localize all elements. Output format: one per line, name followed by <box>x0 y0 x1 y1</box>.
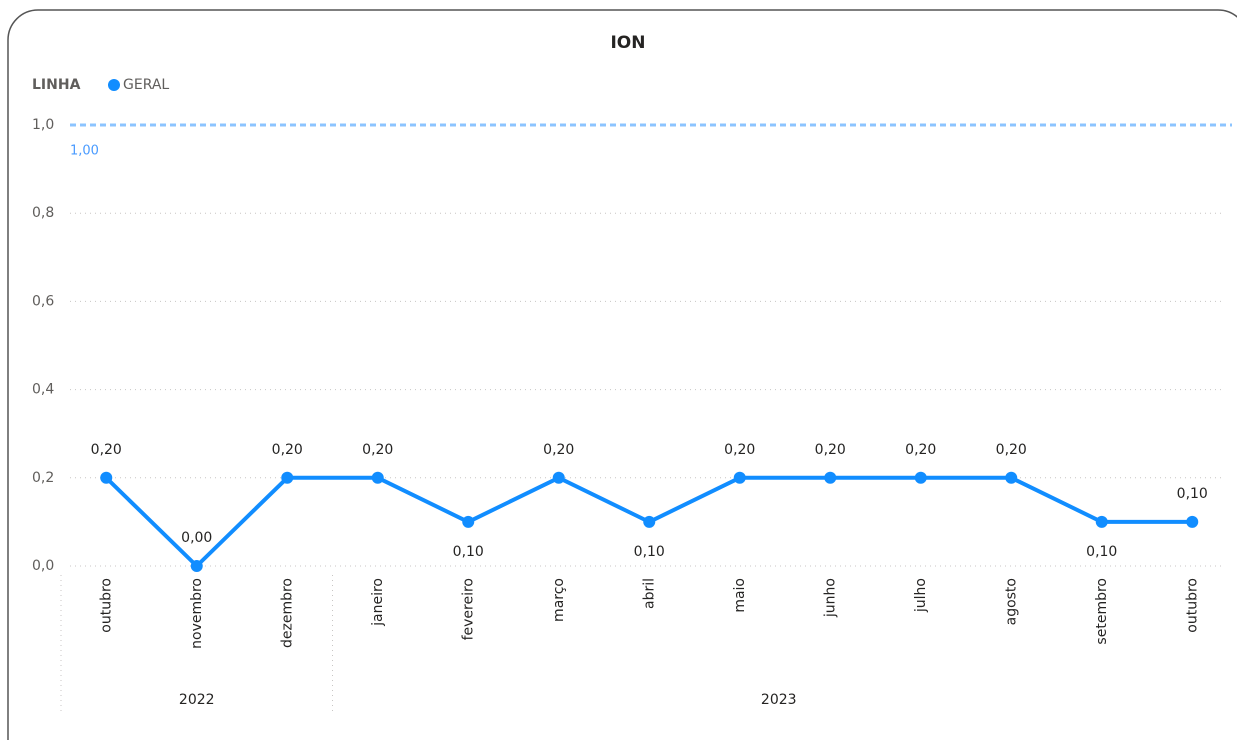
data-label: 0,20 <box>724 442 755 458</box>
data-point <box>462 515 475 528</box>
y-tick-label: 0,2 <box>32 470 54 486</box>
data-label: 0,10 <box>1177 486 1208 502</box>
x-tick-label: novembro <box>189 578 205 649</box>
data-label: 0,20 <box>815 442 846 458</box>
x-tick-label: abril <box>641 578 657 609</box>
x-tick-label: julho <box>913 578 929 613</box>
x-tick-label: maio <box>732 578 748 613</box>
data-point <box>824 471 837 484</box>
data-label: 0,20 <box>996 442 1027 458</box>
data-point <box>733 471 746 484</box>
data-label: 0,20 <box>905 442 936 458</box>
x-tick-label: junho <box>822 578 838 618</box>
data-point <box>552 471 565 484</box>
data-label: 0,20 <box>362 442 393 458</box>
x-tick-label: janeiro <box>370 578 386 627</box>
y-tick-label: 0,4 <box>32 382 54 398</box>
year-label: 2022 <box>179 692 215 708</box>
frame <box>7 9 1237 744</box>
x-tick-label: março <box>551 578 567 622</box>
data-label: 0,10 <box>1086 544 1117 560</box>
data-label: 0,10 <box>634 544 665 560</box>
data-point <box>190 560 203 572</box>
data-label: 0,20 <box>543 442 574 458</box>
data-point <box>643 515 656 528</box>
data-label: 0,20 <box>91 442 122 458</box>
y-tick-label: 0,0 <box>32 558 54 574</box>
data-point <box>1005 471 1018 484</box>
data-label: 0,00 <box>181 530 212 546</box>
x-tick-label: setembro <box>1094 578 1110 645</box>
y-tick-label: 0,6 <box>32 293 54 309</box>
chart-title: ION <box>610 33 645 53</box>
data-label: 0,20 <box>272 442 303 458</box>
y-tick-label: 1,0 <box>32 117 54 133</box>
x-tick-label: agosto <box>1003 578 1019 625</box>
data-point <box>100 471 113 484</box>
data-point <box>371 471 384 484</box>
data-label: 0,10 <box>453 544 484 560</box>
x-tick-label: dezembro <box>279 578 295 648</box>
data-point <box>281 471 294 484</box>
reference-label: 1,00 <box>70 144 99 159</box>
year-label: 2023 <box>761 692 797 708</box>
x-tick-label: outubro <box>1184 578 1200 633</box>
legend-label: GERAL <box>123 77 169 93</box>
y-tick-label: 0,8 <box>32 205 54 221</box>
legend-title: LINHA <box>32 77 81 93</box>
x-tick-label: outubro <box>98 578 114 633</box>
legend-marker <box>108 79 120 91</box>
data-point <box>1186 515 1199 528</box>
data-point <box>1095 515 1108 528</box>
data-point <box>914 471 927 484</box>
x-tick-label: fevereiro <box>460 578 476 640</box>
